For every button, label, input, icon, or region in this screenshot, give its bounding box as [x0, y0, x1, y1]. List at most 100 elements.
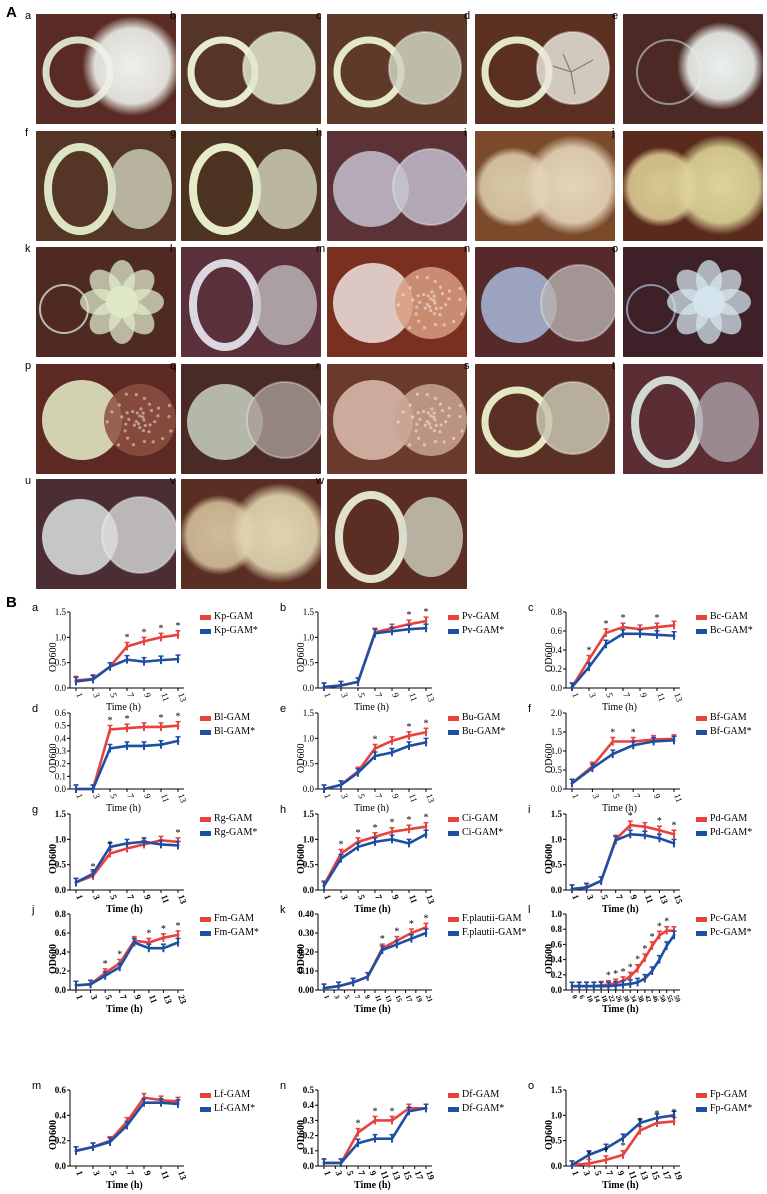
data-point [410, 931, 413, 935]
legend-label: Bu-GAM* [462, 726, 506, 737]
photo-label: n [464, 243, 471, 255]
data-point [356, 1141, 360, 1145]
x-tick-label: 1 [570, 792, 581, 800]
data-point [125, 658, 129, 662]
data-point [125, 744, 129, 748]
data-point [322, 787, 326, 791]
x-tick-label: 17 [661, 1169, 674, 1181]
x-tick-label: 3 [339, 893, 350, 901]
chart-panel-label: i [528, 804, 531, 816]
legend-swatch [448, 729, 459, 735]
data-point [74, 983, 78, 987]
legend-label: Pd-GAM* [710, 827, 753, 838]
data-point [132, 941, 136, 944]
legend-entry: Ci-GAM* [448, 826, 503, 840]
colony-photo [327, 14, 467, 124]
photo-label: c [316, 10, 322, 22]
x-tick-label: 7 [125, 691, 136, 699]
data-point [636, 967, 639, 971]
x-tick-label: 13 [658, 893, 671, 905]
x-tick-label: 14 [592, 994, 602, 1004]
significance-star: * [424, 607, 429, 618]
x-tick-label: 5 [356, 691, 367, 699]
legend: Ci-GAM Ci-GAM* [448, 812, 503, 840]
y-tick-label: 0.5 [303, 1085, 315, 1095]
legend-swatch [448, 930, 459, 936]
data-point [356, 771, 360, 775]
data-point [176, 941, 180, 944]
data-point [142, 639, 146, 643]
x-tick-label: 9 [367, 1169, 378, 1177]
x-tick-label: 11 [627, 1169, 639, 1181]
significance-star: * [125, 632, 130, 643]
x-tick-label: 1 [74, 691, 85, 699]
data-point [424, 1106, 428, 1110]
data-point [599, 984, 603, 988]
significance-star: * [642, 944, 647, 955]
data-point [628, 823, 632, 827]
data-point [636, 981, 639, 984]
legend-swatch [696, 830, 707, 836]
data-point [142, 660, 146, 664]
legend-label: Lf-GAM* [214, 1103, 256, 1114]
data-point [621, 1153, 625, 1157]
x-tick-label: 15 [672, 893, 685, 905]
legend-swatch [448, 614, 459, 620]
x-tick-label: 13 [424, 893, 437, 905]
x-tick-label: 3 [581, 1169, 592, 1177]
chart-panel-label: d [32, 703, 39, 715]
x-axis-label: Time (h) [106, 1180, 143, 1191]
data-point [159, 658, 163, 662]
x-tick-label: 55 [665, 994, 675, 1004]
legend-entry: Ci-GAM [448, 812, 503, 826]
data-point [607, 984, 610, 988]
data-point [373, 754, 377, 758]
significance-star: * [672, 1107, 677, 1118]
data-point [147, 941, 151, 944]
x-tick-label: 3 [585, 893, 596, 901]
x-tick-label: 7 [125, 792, 136, 800]
legend-label: Bl-GAM* [214, 726, 256, 737]
y-tick-label: 0.20 [298, 947, 314, 957]
significance-star: * [176, 621, 181, 632]
significance-star: * [587, 646, 592, 657]
x-tick-label: 5 [593, 1169, 604, 1177]
x-tick-label: 5 [108, 691, 119, 699]
data-point [390, 751, 394, 754]
data-point [672, 738, 676, 742]
data-point [570, 1163, 574, 1167]
y-tick-label: 1.0 [303, 834, 315, 844]
legend-swatch [200, 715, 211, 721]
x-tick-label: 7 [604, 1169, 615, 1177]
significance-star: * [638, 1117, 643, 1128]
x-tick-label: 11 [643, 893, 655, 905]
legend: Bl-GAM Bl-GAM* [200, 711, 255, 739]
x-tick-label: 5 [345, 1169, 356, 1177]
x-tick-label: 7 [373, 792, 384, 800]
colony-photo [327, 247, 467, 357]
y-tick-label: 0.0 [303, 885, 315, 895]
x-tick-label: 11 [159, 691, 171, 703]
y-tick-label: 1.5 [551, 809, 563, 819]
legend-entry: Pc-GAM* [696, 926, 752, 940]
legend-label: Fp-GAM* [710, 1103, 753, 1114]
legend-swatch [448, 916, 459, 922]
data-point [390, 837, 394, 841]
x-tick-label: 23 [176, 993, 189, 1005]
data-point [424, 626, 428, 630]
legend: Lf-GAM Lf-GAM* [200, 1088, 255, 1116]
x-axis-label: Time (h) [354, 803, 389, 814]
x-tick-label: 13 [176, 792, 189, 804]
x-tick-label: 3 [91, 1169, 102, 1177]
legend-entry: Bl-GAM [200, 711, 255, 725]
legend-label: Ci-GAM* [462, 827, 504, 838]
section-a-label: A [6, 4, 17, 21]
chart-panel-label: m [32, 1080, 42, 1092]
data-point [351, 981, 355, 984]
colony-photo [36, 247, 176, 357]
x-tick-label: 9 [390, 691, 401, 699]
y-tick-label: 0.5 [551, 860, 563, 870]
x-axis-label: Time (h) [106, 702, 141, 713]
legend-swatch [200, 830, 211, 836]
